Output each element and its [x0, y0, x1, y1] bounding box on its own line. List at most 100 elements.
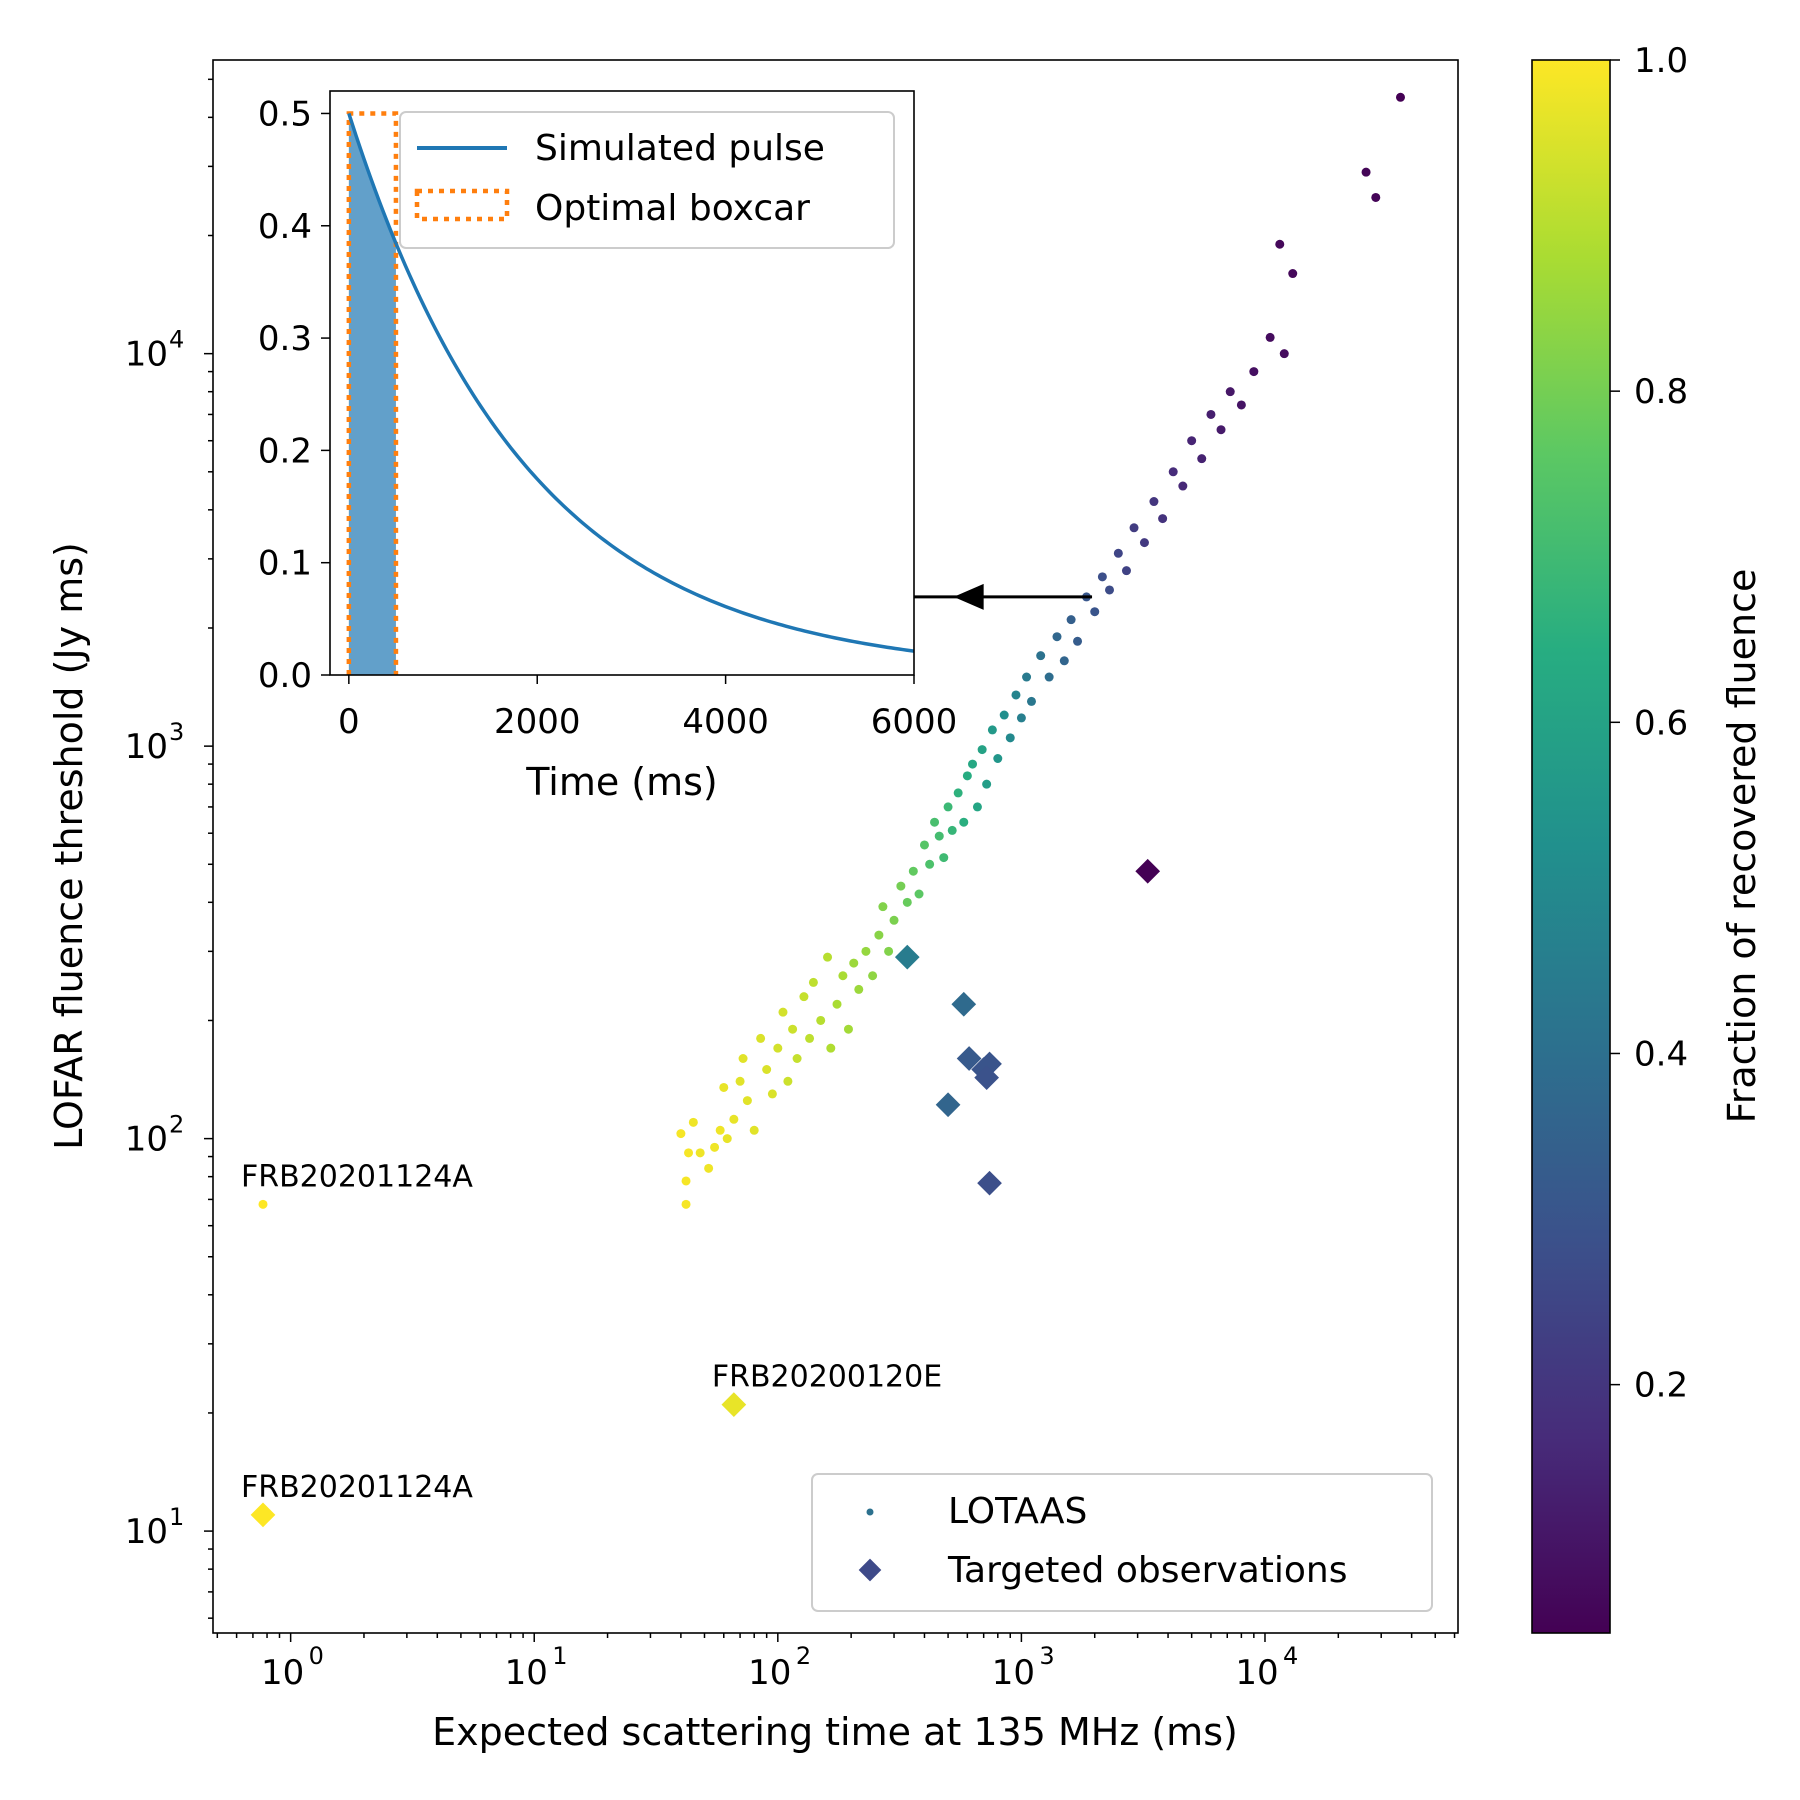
- colorbar-gradient: [1531, 59, 1611, 1634]
- y-tick-label: 10: [125, 335, 168, 375]
- lotaas-point: [889, 915, 899, 925]
- inset-x-axis-label: Time (ms): [525, 760, 718, 804]
- lotaas-point: [1005, 733, 1015, 743]
- x-tick-exponent: 0: [309, 1642, 324, 1670]
- targeted-point: [977, 1170, 1002, 1196]
- legend: LOTAAS Targeted observations: [811, 1473, 1433, 1612]
- lotaas-point: [756, 1033, 766, 1043]
- targeted-point: [935, 1092, 961, 1118]
- colorbar: 0.2 0.4 0.6 0.8 1.0 Fraction of recovered fl…: [1531, 41, 1764, 1634]
- arrow-head: [953, 583, 984, 610]
- inset-y-tick-label: 0.2: [258, 431, 312, 471]
- lotaas-point: [868, 971, 878, 981]
- lotaas-point: [826, 1043, 836, 1053]
- targeted-point: [721, 1392, 747, 1417]
- lotaas-points: [258, 92, 1405, 1209]
- arrow-annotation: [900, 583, 1093, 610]
- lotaas-point: [1279, 349, 1289, 359]
- lotaas-point: [959, 817, 969, 827]
- colorbar-label: Fraction of recovered fluence: [1720, 569, 1764, 1124]
- targeted-point: [1135, 858, 1161, 884]
- frb-annotation: FRB20201124A: [241, 1159, 473, 1194]
- lotaas-point: [742, 1096, 752, 1106]
- lotaas-point: [767, 1089, 777, 1099]
- lotaas-point: [1225, 387, 1235, 397]
- lotaas-point: [1275, 239, 1285, 249]
- lotaas-point: [1206, 409, 1216, 419]
- lotaas-point: [1097, 572, 1107, 582]
- lotaas-point: [735, 1076, 745, 1086]
- x-axis: 10 0 10 1 10 2 10 3 10 4: [216, 1633, 1456, 1693]
- lotaas-point: [808, 977, 818, 987]
- lotaas-point: [1158, 514, 1168, 524]
- lotaas-point: [681, 1176, 691, 1186]
- lotaas-point: [896, 881, 906, 891]
- y-tick-label: 10: [125, 1120, 168, 1160]
- lotaas-point: [676, 1129, 686, 1139]
- lotaas-point: [934, 831, 944, 841]
- colorbar-tick-label: 1.0: [1634, 41, 1688, 81]
- lotaas-point: [710, 1142, 720, 1152]
- lotaas-point: [999, 710, 1009, 720]
- lotaas-point: [773, 1043, 783, 1053]
- lotaas-point: [722, 1134, 732, 1144]
- lotaas-point: [729, 1114, 739, 1124]
- x-tick-label: 10: [748, 1653, 791, 1693]
- lotaas-point: [962, 771, 972, 781]
- targeted-point: [250, 1502, 276, 1528]
- lotaas-point: [1236, 400, 1246, 410]
- inset-y-tick-label: 0.3: [258, 319, 312, 359]
- lotaas-point: [902, 897, 912, 907]
- frb-annotation: FRB20200120E: [712, 1360, 942, 1395]
- inset-x-tick-label: 2000: [494, 702, 581, 742]
- legend-box: [811, 1473, 1433, 1612]
- inset-y-tick-label: 0.4: [258, 207, 312, 247]
- lotaas-point: [930, 817, 940, 827]
- colorbar-tick-label: 0.4: [1634, 1034, 1688, 1074]
- lotaas-point: [1288, 269, 1298, 279]
- inset-y-tick-label: 0.0: [258, 656, 312, 696]
- inset-boxcar-line: [346, 111, 399, 675]
- x-tick-label: 10: [1235, 1653, 1278, 1693]
- lotaas-point: [943, 802, 953, 812]
- lotaas-point: [684, 1148, 694, 1158]
- lotaas-point: [1395, 92, 1405, 102]
- inset-y-tick-label: 0.5: [258, 94, 312, 134]
- lotaas-point: [1090, 607, 1100, 617]
- lotaas-point: [1129, 523, 1139, 533]
- legend-lotaas-marker: [866, 1508, 874, 1516]
- lotaas-point: [919, 840, 929, 850]
- inset-legend-box: [399, 111, 895, 249]
- lotaas-point: [805, 1033, 815, 1043]
- lotaas-point: [778, 1007, 788, 1017]
- targeted-points: [250, 858, 1161, 1528]
- lotaas-point: [1187, 436, 1197, 446]
- lotaas-point: [258, 1199, 268, 1209]
- x-axis-label: Expected scattering time at 135 MHz (ms): [432, 1710, 1238, 1754]
- inset-legend-boxcar-swatch: [414, 188, 510, 222]
- frb-annotation: FRB20201124A: [241, 1470, 473, 1505]
- lotaas-point: [749, 1125, 759, 1135]
- lotaas-point: [1139, 538, 1149, 548]
- targeted-point: [974, 1065, 999, 1090]
- lotaas-point: [947, 825, 957, 835]
- x-tick-exponent: 1: [552, 1642, 567, 1670]
- lotaas-point: [1026, 696, 1036, 706]
- lotaas-point: [762, 1065, 772, 1075]
- lotaas-point: [704, 1163, 714, 1173]
- lotaas-point: [1361, 167, 1371, 177]
- y-axis-label: LOFAR fluence threshold (Jy ms): [47, 542, 91, 1150]
- lotaas-point: [874, 930, 884, 940]
- lotaas-point: [838, 971, 848, 981]
- lotaas-point: [843, 1024, 853, 1034]
- lotaas-point: [792, 1054, 802, 1064]
- x-tick-label: 10: [505, 1653, 548, 1693]
- lotaas-point: [884, 946, 894, 956]
- lotaas-point: [1149, 497, 1159, 507]
- lotaas-point: [1011, 690, 1021, 700]
- lotaas-point: [914, 889, 924, 899]
- lotaas-point: [1371, 192, 1381, 202]
- lotaas-point: [987, 725, 997, 735]
- y-tick-exponent: 1: [169, 1503, 184, 1531]
